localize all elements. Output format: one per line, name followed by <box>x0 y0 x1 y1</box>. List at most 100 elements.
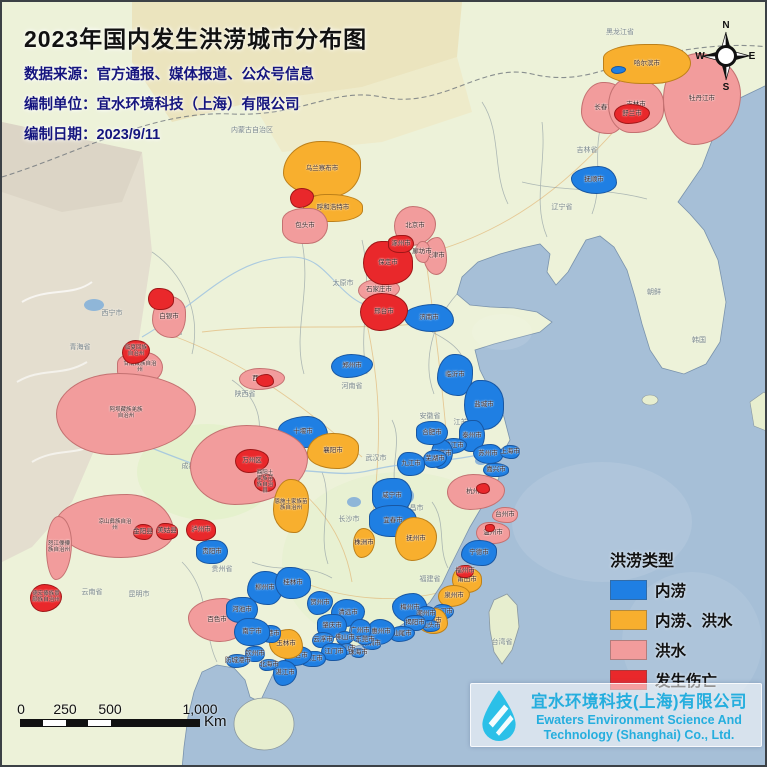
base-label: 朝鲜 <box>647 289 661 296</box>
base-label: 青海省 <box>69 344 91 351</box>
scale-number: 1,000 <box>182 701 218 717</box>
city-region-泸州市: 泸州市 <box>186 519 216 541</box>
city-label: 汕尾市 <box>392 629 412 637</box>
city-label: 百色市 <box>207 615 227 623</box>
city-region-桂林市: 桂林市 <box>275 567 311 599</box>
legend-title: 洪涝类型 <box>610 553 675 570</box>
compass-rose: N W E S <box>695 20 755 92</box>
legend-item: 洪水 <box>610 639 733 661</box>
city-label: 白银市 <box>159 312 179 320</box>
city-region-襄阳市: 襄阳市 <box>307 433 359 469</box>
city-region-涿州市: 涿州市 <box>388 235 414 253</box>
legend-label: 内涝 <box>655 583 687 600</box>
legend-swatch-pink <box>610 640 647 660</box>
scale-number: 250 <box>53 701 77 717</box>
base-label: 台湾省 <box>491 639 513 646</box>
city-label: 宁德市 <box>469 548 489 556</box>
city-region-上海市: 上海市 <box>500 445 520 459</box>
watermark: 宜水环境科技(上海)有限公司 Ewaters Environment Scien… <box>470 683 762 747</box>
base-label: 安徽省 <box>419 413 441 420</box>
scale-unit: Km <box>204 713 227 730</box>
jeju-island <box>641 394 659 406</box>
city-label: 泉州市 <box>444 591 464 599</box>
city-label: 福州市 <box>455 566 475 574</box>
base-label: 武汉市 <box>365 455 387 462</box>
lake <box>84 299 104 311</box>
city-label: 保定市 <box>378 258 398 266</box>
city-label: 舒兰市 <box>622 109 642 117</box>
watermark-en-1: Ewaters Environment Science And <box>536 713 742 728</box>
map-title: 2023年国内发生洪涝城市分布图 <box>24 26 368 52</box>
base-label: 内蒙古自治区 <box>231 127 273 134</box>
city-label: 涿州市 <box>391 239 411 247</box>
city-label: 东莞市 <box>355 635 375 643</box>
city-region <box>290 188 314 208</box>
city-label: 桂林市 <box>283 578 303 586</box>
base-label: 贵州省 <box>211 566 233 573</box>
city-label: 哈尔滨市 <box>634 59 660 67</box>
base-label: 黑龙江省 <box>606 29 634 36</box>
city-label: 湛江市 <box>275 668 295 676</box>
data-source-line: 数据来源：官方通报、媒体报道、公众号信息 <box>24 67 314 83</box>
city-region <box>610 66 626 74</box>
city-region-贵阳市: 贵阳市 <box>196 540 228 564</box>
city-region <box>485 524 495 532</box>
base-label: 河南省 <box>341 383 363 390</box>
city-region-廊坊市: 廊坊市 <box>412 241 432 263</box>
city-label: 美姑县 <box>157 526 177 534</box>
unit-line: 编制单位：宜水环境科技（上海）有限公司 <box>24 97 300 113</box>
hainan-island <box>233 697 295 751</box>
city-label: 河池市 <box>232 605 252 613</box>
city-label: 甘南藏族自治州 <box>123 361 157 373</box>
city-label: 南宁市 <box>242 627 262 635</box>
city-region-金阳县: 金阳县 <box>133 524 153 540</box>
city-label: 芜湖市 <box>425 454 445 462</box>
mongolia-tint <box>132 2 462 122</box>
city-label: 临沂市 <box>445 370 465 378</box>
plateau-tint <box>2 122 152 562</box>
city-label: 包头市 <box>295 221 315 229</box>
base-label: 昆明市 <box>128 591 150 598</box>
city-region-苏州市: 苏州市 <box>473 444 503 464</box>
city-region-美姑县: 美姑县 <box>156 522 178 540</box>
city-label: 惠州市 <box>371 627 391 635</box>
city-region-恩施土家族苗族自治州: 恩施土家族苗族自治州 <box>273 479 309 533</box>
city-region-珠海市: 珠海市 <box>348 648 368 658</box>
base-label: 西宁市 <box>101 310 123 317</box>
city-label: 临夏回族自治州 <box>124 345 147 357</box>
city-region-台州市: 台州市 <box>492 507 518 523</box>
city-label: 恩施土家族苗族自治州 <box>274 499 308 511</box>
city-region-乌兰察布市: 乌兰察布市 <box>283 141 361 197</box>
city-label: 肇庆市 <box>322 621 342 629</box>
city-region <box>476 482 490 494</box>
city-region-宁德市: 宁德市 <box>461 540 497 566</box>
city-label: 揭阳市 <box>405 618 425 626</box>
city-label: 济南市 <box>419 313 439 321</box>
city-label: 贵阳市 <box>202 547 222 555</box>
city-label: 九江市 <box>401 459 421 467</box>
compass-star <box>701 31 751 81</box>
watermark-cn: 宜水环境科技(上海)有限公司 <box>531 693 747 712</box>
scale-number: 500 <box>98 701 122 717</box>
date-line: 编制日期：2023/9/11 <box>24 127 161 143</box>
city-label: 台州市 <box>495 510 515 518</box>
scale-number: 0 <box>17 701 25 717</box>
city-label: 乌兰察布市 <box>305 164 339 172</box>
city-label: 合肥市 <box>422 428 442 436</box>
city-region-酉阳土家族苗族自治县: 酉阳土家族苗族自治县 <box>254 471 276 494</box>
water-drop-logo <box>482 690 516 741</box>
watermark-text: 宜水环境科技(上海)有限公司 Ewaters Environment Scien… <box>525 688 753 742</box>
city-label: 咸宁市 <box>382 491 402 499</box>
city-label: 泰州市 <box>462 431 482 439</box>
title-block: 2023年国内发生洪涝城市分布图 数据来源：官方通报、媒体报道、公众号信息 编制… <box>24 20 367 144</box>
city-label: 呼和浩特市 <box>316 203 350 211</box>
city-label: 嘉兴市 <box>486 465 506 473</box>
scale-bar-track <box>20 719 200 727</box>
city-label: 金阳县 <box>133 527 153 535</box>
city-region <box>256 373 274 387</box>
base-label: 太原市 <box>332 280 354 287</box>
legend-item: 内涝、洪水 <box>610 609 733 631</box>
legend-swatch-blue <box>610 580 647 600</box>
city-label: 苏州市 <box>478 449 498 457</box>
